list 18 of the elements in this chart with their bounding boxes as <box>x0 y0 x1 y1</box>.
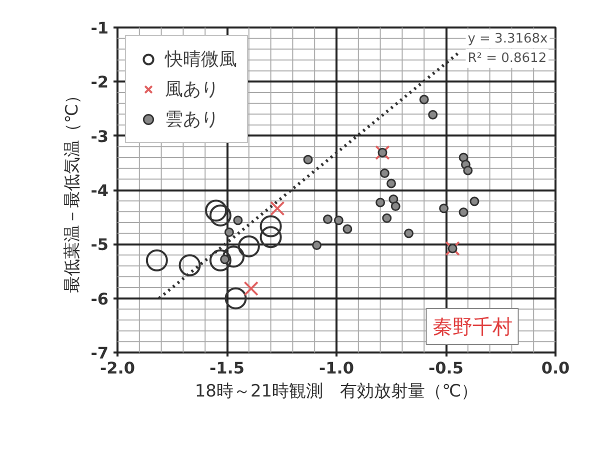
annotation: R² = 0.8612 <box>468 50 547 66</box>
y-tick-label: -2 <box>90 72 109 92</box>
annotation: 秦野千村 <box>432 314 512 338</box>
y-tick-label: -4 <box>90 181 109 200</box>
legend-label: 風あり <box>165 78 219 102</box>
y-tick-label: -1 <box>90 18 109 38</box>
legend-label: 雲あり <box>165 108 219 132</box>
legend-label: 快晴微風 <box>165 48 237 72</box>
annotation: y = 3.3168x <box>468 31 548 46</box>
y-tick-label: -3 <box>90 126 109 146</box>
y-tick-label: -5 <box>90 235 109 254</box>
y-axis-title: 最低葉温－最低気温（℃） <box>62 86 83 294</box>
x-axis-title: 18時～21時観測 有効放射量（℃） <box>194 382 478 402</box>
x-tick-label: 0.0 <box>541 358 570 378</box>
x-tick-label: -0.5 <box>428 358 464 378</box>
x-tick-label: -1.0 <box>319 358 354 378</box>
x-tick-label: -1.5 <box>210 358 244 378</box>
y-tick-label: -6 <box>90 289 109 308</box>
